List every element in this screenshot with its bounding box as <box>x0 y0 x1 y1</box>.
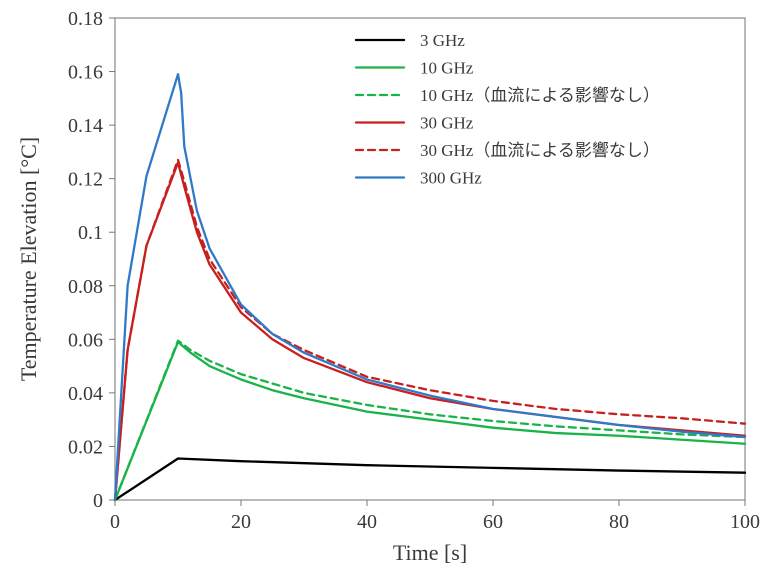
x-axis-title: Time [s] <box>393 540 467 565</box>
series-line-0 <box>113 457 747 502</box>
x-tick-label: 100 <box>730 511 760 533</box>
y-tick-label: 0.02 <box>68 436 103 458</box>
legend-label-4: 30 GHz（血流による影響なし） <box>420 141 660 160</box>
y-tick-label: 0.1 <box>78 222 103 244</box>
legend-label-3: 30 GHz <box>420 114 474 133</box>
x-tick-label: 60 <box>483 511 503 533</box>
legend-label-0: 3 GHz <box>420 31 465 50</box>
series-line-2 <box>113 339 747 502</box>
legend-label-1: 10 GHz <box>420 59 474 78</box>
y-tick-label: 0.04 <box>68 383 103 405</box>
y-tick-label: 0 <box>93 490 103 512</box>
x-tick-label: 20 <box>231 511 251 533</box>
y-tick-label: 0.06 <box>68 329 103 351</box>
legend-label-2: 10 GHz（血流による影響なし） <box>420 86 660 105</box>
series-line-5 <box>113 73 747 502</box>
y-tick-label: 0.18 <box>68 8 103 30</box>
plot-area-frame <box>114 17 746 501</box>
series-line-1 <box>113 340 747 502</box>
x-tick-label: 0 <box>110 511 120 533</box>
y-axis-title: Temperature Elevation [°C] <box>16 137 41 381</box>
x-tick-label: 40 <box>357 511 377 533</box>
y-tick-label: 0.16 <box>68 62 103 84</box>
legend-label-5: 300 GHz <box>420 169 482 188</box>
y-tick-label: 0.08 <box>68 276 103 298</box>
x-tick-label: 80 <box>609 511 629 533</box>
y-tick-label: 0.14 <box>68 115 103 137</box>
y-tick-label: 0.12 <box>68 169 103 191</box>
